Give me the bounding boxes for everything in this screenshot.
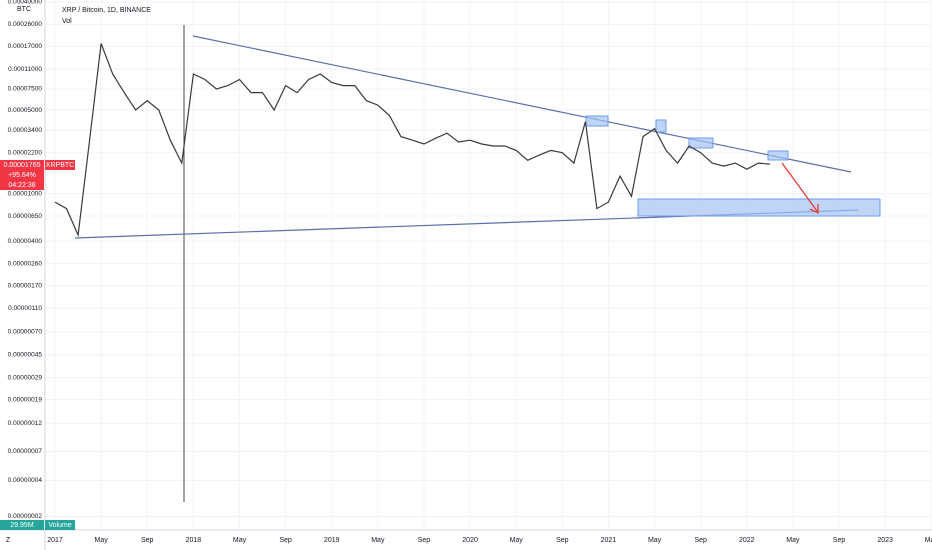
x-tick-label: May xyxy=(510,537,524,544)
x-tick-label: Sep xyxy=(279,537,292,544)
corner-label: Z xyxy=(6,537,11,544)
y-tick-label: 0.00000400 xyxy=(8,238,43,245)
x-tick-label: 2021 xyxy=(601,537,617,544)
y-tick-label: 0.00000007 xyxy=(8,448,43,455)
y-tick-label: 0.00000070 xyxy=(8,329,43,336)
y-tick-label: 0.00017000 xyxy=(8,43,43,50)
y-tick-label: 0.00026000 xyxy=(8,21,43,28)
symbol: XRPBTC xyxy=(46,162,74,169)
symbol-badge xyxy=(45,160,75,170)
last-price: 0.00001765 xyxy=(4,162,41,169)
x-tick-label: Sep xyxy=(556,537,569,544)
y-tick-label: 0.00007500 xyxy=(8,86,43,93)
x-tick-label: 2020 xyxy=(462,537,478,544)
volume-badge xyxy=(0,520,44,530)
y-tick-label: 0.00000650 xyxy=(8,213,43,220)
x-tick-label: Sep xyxy=(141,537,154,544)
y-tick-label: 0.00000170 xyxy=(8,282,43,289)
y-tick-label: 0.00000260 xyxy=(8,260,43,267)
countdown: 04:22:38 xyxy=(8,182,35,189)
highlight-box xyxy=(585,115,609,127)
x-tick-label: Sep xyxy=(418,537,431,544)
y-tick-label: 0.00000004 xyxy=(8,477,43,484)
x-tick-label: May xyxy=(786,537,800,544)
grid xyxy=(45,0,932,530)
y-tick-label: 0.00000029 xyxy=(8,374,43,381)
x-tick-label: 2023 xyxy=(877,537,893,544)
price-badge xyxy=(0,160,44,190)
change: +95.64% xyxy=(8,172,36,179)
x-tick-label: Sep xyxy=(833,537,846,544)
arrow-head xyxy=(809,204,819,215)
chart-title: XRP / Bitcoin, 1D, BINANCE xyxy=(62,7,151,14)
y-tick-label: 0.00000110 xyxy=(8,305,42,312)
y-tick-label: 0.00000019 xyxy=(8,396,43,403)
y-tick-label: 0.00040000 xyxy=(8,0,43,6)
plot xyxy=(54,43,770,238)
indicator-label: Vol xyxy=(62,18,72,25)
price-line xyxy=(54,43,770,238)
x-tick-label: May xyxy=(925,537,932,544)
arrow xyxy=(781,162,818,212)
volume-value: 29.95M xyxy=(10,522,34,529)
x-tick-label: May xyxy=(371,537,385,544)
y-tick-label: 0.00003400 xyxy=(8,127,43,134)
unit-label: BTC xyxy=(17,6,31,13)
x-tick-label: May xyxy=(648,537,662,544)
highlight-box xyxy=(688,137,714,149)
support-zone xyxy=(637,198,881,217)
upper-trendline xyxy=(192,35,852,173)
y-tick-label: 0.00001000 xyxy=(8,190,43,197)
x-tick-label: 2018 xyxy=(186,537,202,544)
y-tick-label: 0.00000012 xyxy=(8,420,43,427)
x-tick-label: May xyxy=(95,537,109,544)
y-tick-label: 0.00011000 xyxy=(8,66,42,73)
y-tick-label: 0.00005000 xyxy=(8,107,43,114)
volume-label: Volume xyxy=(48,522,71,529)
x-tick-label: May xyxy=(233,537,247,544)
highlight-box xyxy=(655,119,667,133)
y-tick-label: 0.00002200 xyxy=(8,149,43,156)
x-tick-label: 2019 xyxy=(324,537,340,544)
x-tick-label: 2022 xyxy=(739,537,755,544)
x-tick-label: 2017 xyxy=(47,537,63,544)
y-tick-label: 0.00000045 xyxy=(8,351,43,358)
volume-tag xyxy=(45,520,75,530)
y-tick-label: 0.00000002 xyxy=(8,513,43,520)
x-tick-label: Sep xyxy=(694,537,707,544)
highlight-box xyxy=(767,150,789,161)
